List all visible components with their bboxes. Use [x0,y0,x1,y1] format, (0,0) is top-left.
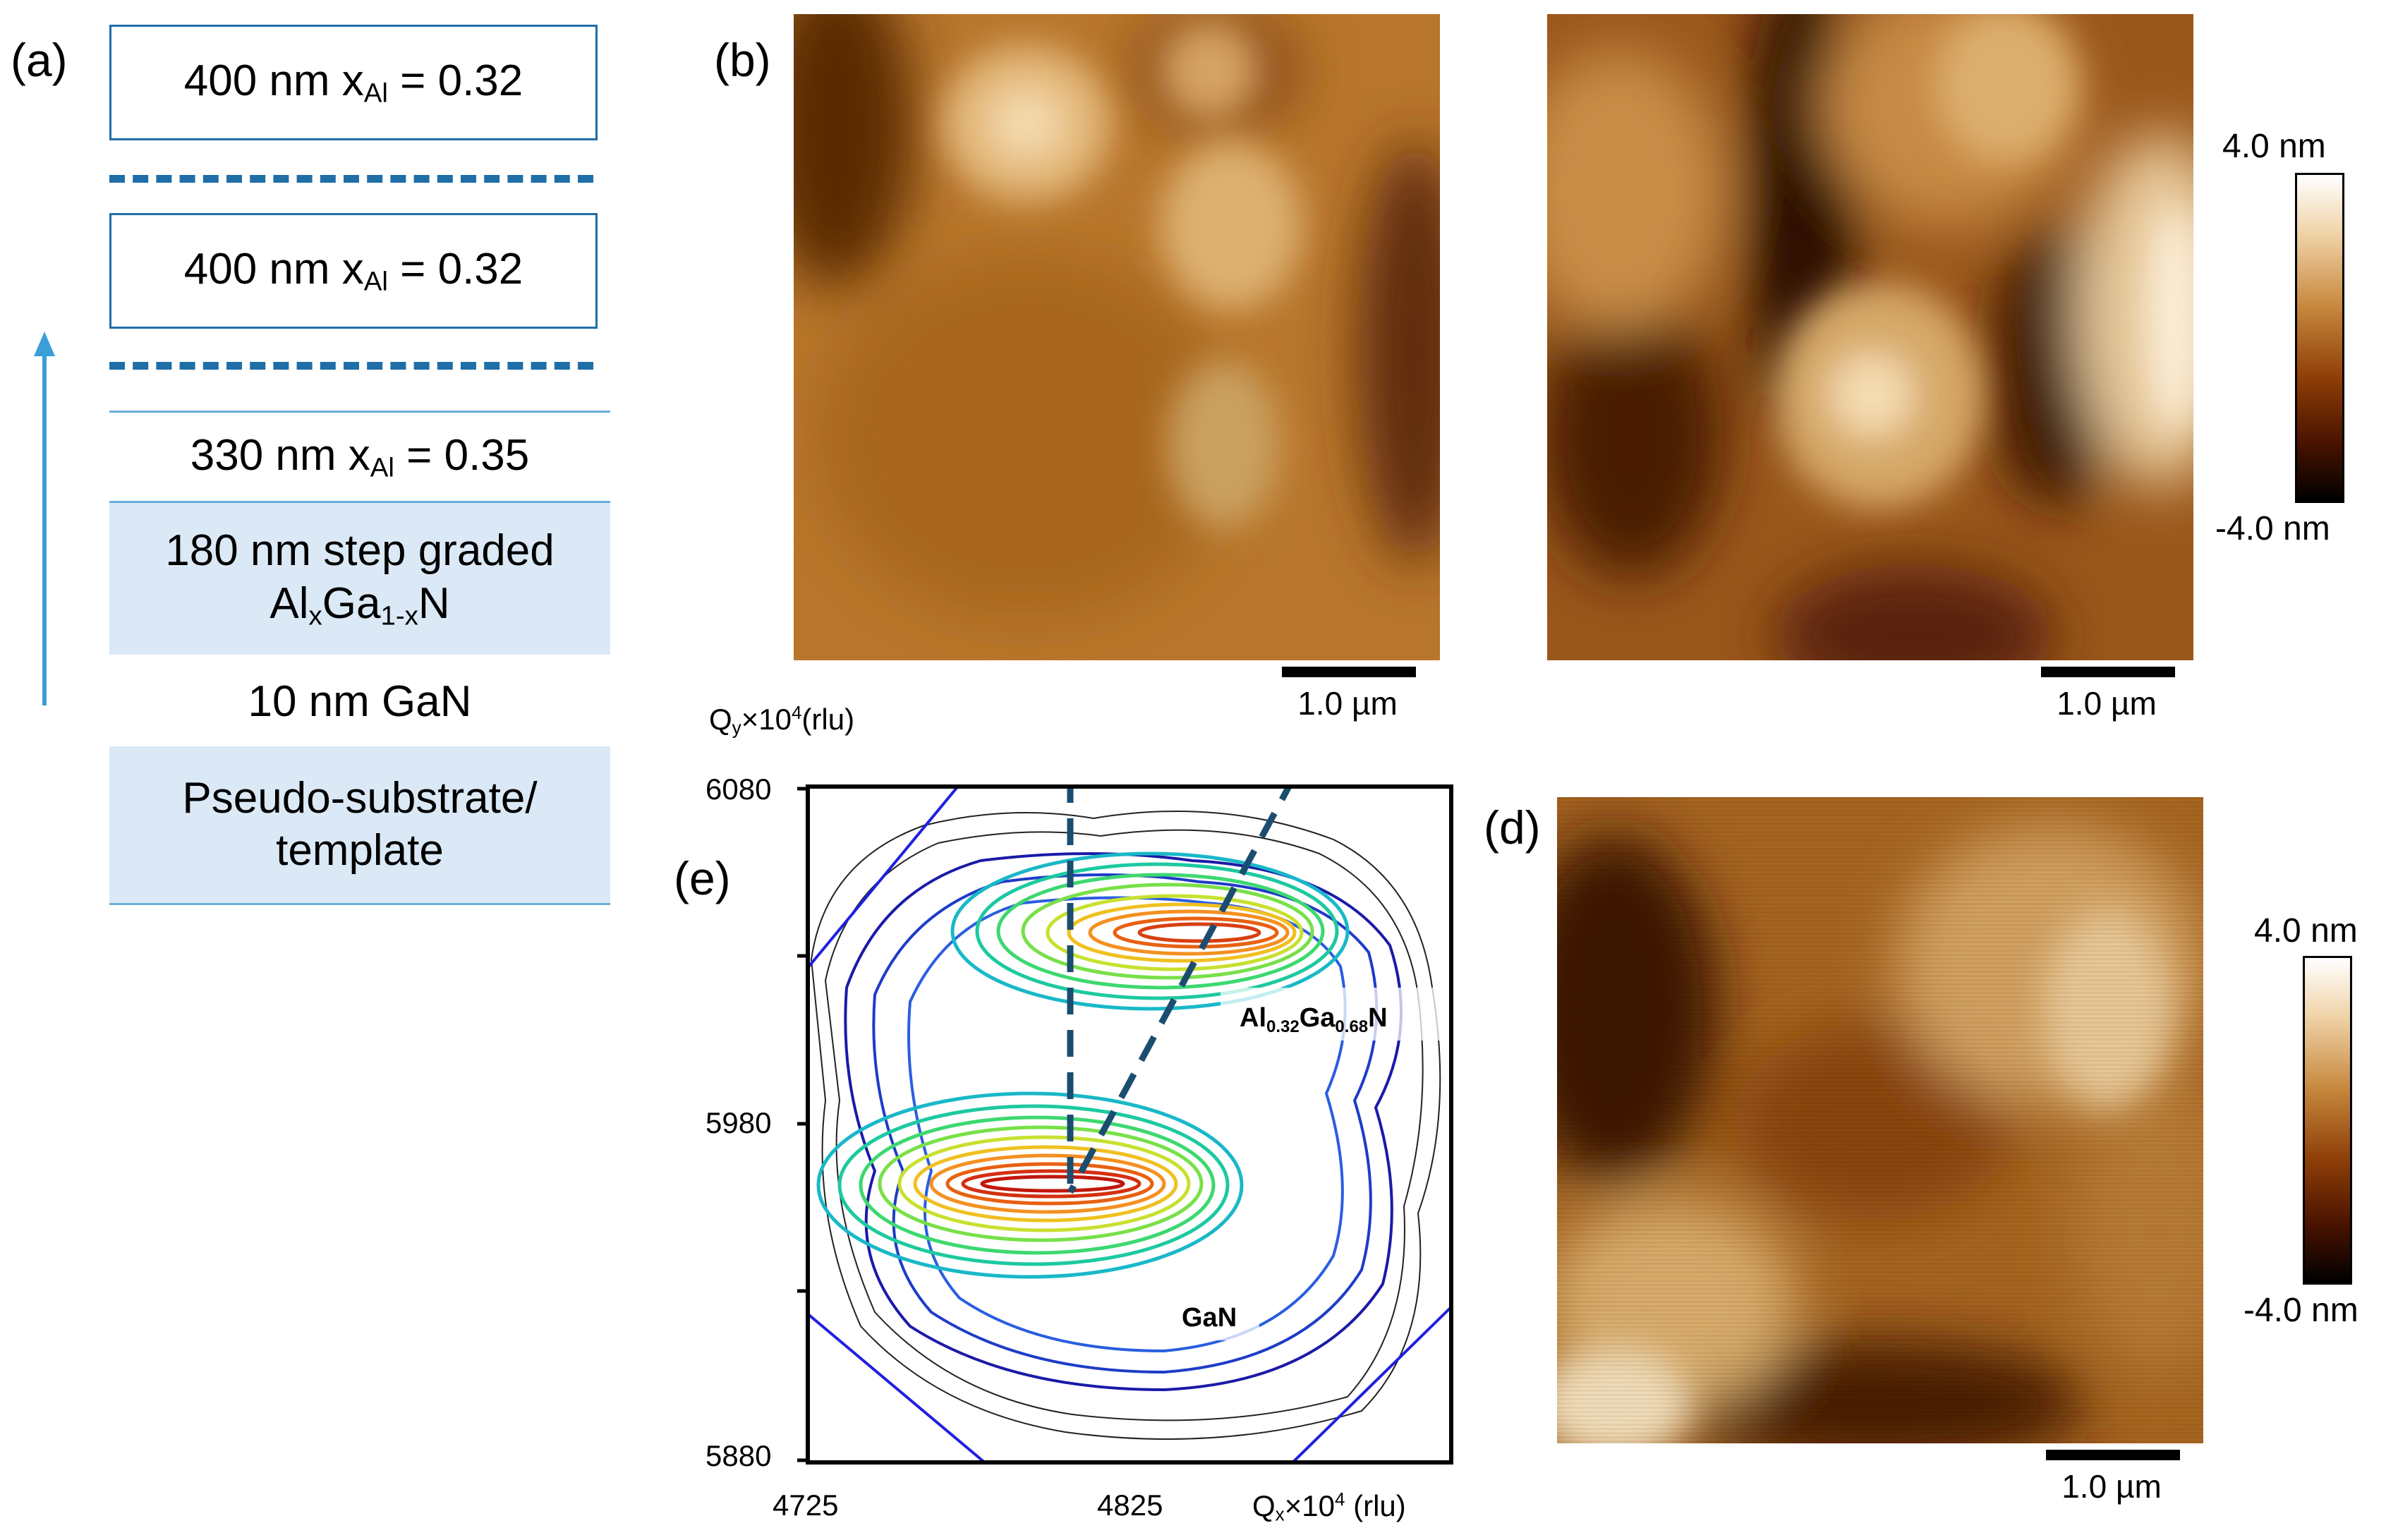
x-axis-label: Qx×104 (rlu) [1252,1489,1406,1525]
layer-text: 400 nm xAl = 0.32 [183,245,523,297]
dashed-separator [109,175,593,183]
y-tick-label: 6080 [706,772,772,806]
substrate-line1: Pseudo-substrate/ [182,773,538,823]
y-tick-label: 5980 [706,1106,772,1139]
graded-line2: AlxGa1-xN [270,578,450,631]
contour-line [859,1115,1216,1255]
contour-line [996,873,1325,990]
rsm-contour-plot: Al0.32Ga0.68N GaN [797,784,1453,1465]
colorbar-max-label: 4.0 nm [2254,912,2358,950]
layer-substrate: Pseudo-substrate/ template [109,746,610,903]
scale-bar [2041,667,2175,677]
dashed-separator [109,362,593,370]
colorbar [2303,956,2352,1285]
panel-a-label: (a) [11,34,68,86]
contour-line [929,1153,1166,1214]
scale-bar-label: 1.0 µm [2061,1468,2162,1505]
layer-divider [109,411,610,413]
contour-line [897,1135,1191,1232]
contour-line [844,852,1403,1392]
contour-line [810,811,1441,1440]
boundary-line [808,787,960,971]
y-tick-label: 5880 [706,1439,772,1472]
contour-line [1021,883,1314,980]
layer-box-middle: 400 nm xAl = 0.32 [109,213,598,329]
layer-divider [109,501,610,503]
contour-line [1046,894,1304,971]
contour-line [913,1145,1178,1223]
panel-e-label: (e) [674,852,731,904]
contour-line [950,851,1350,1011]
x-tick-label: 4825 [1097,1489,1163,1522]
colorbar-min-label: -4.0 nm [2215,510,2330,547]
contour-line [837,1104,1230,1266]
boundary-line [808,1311,987,1462]
layer-aln-035: 330 nm xAl = 0.35 [190,430,530,483]
scale-bar-label: 1.0 µm [2057,685,2157,722]
relaxation-line [1067,787,1293,1194]
boundary-line [1290,1304,1451,1462]
contour-line [824,829,1424,1421]
peak-label-gan: GaN [1182,1303,1237,1333]
colorbar [2295,173,2344,503]
growth-arrow [34,332,55,705]
layer-box-top: 400 nm xAl = 0.32 [109,25,598,140]
afm-image-b-right [1547,14,2193,660]
layer-divider [109,903,610,905]
panel-d-label: (d) [1484,801,1541,854]
substrate-line2: template [276,826,444,875]
y-axis-label: Qy×104(rlu) [709,702,855,739]
panel-b-label: (b) [714,34,771,86]
afm-image-d [1557,797,2203,1443]
peak-label-box [1221,988,1446,1041]
contour-line [961,1169,1142,1199]
colorbar-max-label: 4.0 nm [2222,128,2326,165]
contour-line [945,1162,1154,1206]
graded-line1: 180 nm step graded [165,526,555,576]
layer-graded: 180 nm step graded AlxGa1-xN [109,503,610,655]
layer-gan: 10 nm GaN [248,677,472,727]
contour-line [1113,916,1279,949]
contour-line [980,1175,1125,1193]
contour-line [1088,909,1290,956]
contour-line [816,1091,1244,1279]
contour-line [975,862,1339,1000]
scale-bar [1282,667,1416,677]
afm-image-b-left [794,14,1440,660]
contour-line [1067,902,1297,963]
layer-text: 400 nm xAl = 0.32 [183,56,523,109]
peak-label-box [1171,1291,1259,1340]
contour-line [878,1125,1204,1242]
contour-line [872,873,1379,1374]
contour-line [1137,922,1261,943]
colorbar-min-label: -4.0 nm [2243,1292,2358,1329]
scale-bar-label: 1.0 µm [1297,685,1398,722]
x-tick-label: 4725 [773,1489,839,1522]
scale-bar [2046,1450,2180,1460]
contour-line [907,896,1347,1353]
